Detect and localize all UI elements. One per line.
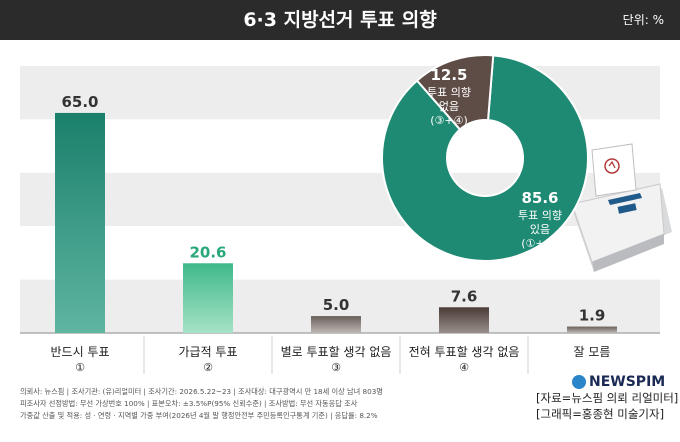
bar	[439, 307, 489, 333]
category-label: 반드시 투표	[50, 345, 109, 359]
survey-note-line: 가중값 산출 및 적용: 성 · 연령 · 지역별 가중 부여(2026년 4월…	[20, 411, 378, 420]
logo-mark-icon	[572, 375, 586, 389]
category-label: 별로 투표할 생각 없음	[281, 345, 392, 359]
bar	[567, 326, 617, 333]
bar-value-label: 1.9	[579, 307, 606, 325]
survey-notes: 의뢰사: 뉴스핌 | 조사기관: (유)리얼미터 | 조사기간: 2026.5.…	[20, 386, 460, 422]
donut-slice-label: 없음	[439, 100, 459, 113]
category-label: 잘 모름	[574, 345, 611, 359]
category-marker: ③	[331, 361, 341, 374]
bar	[55, 112, 105, 333]
survey-note-line: 피조사자 선정방법: 무선 가상번호 100% | 표본오차: ±3.5%P(9…	[20, 399, 358, 408]
ballot-box-illustration	[571, 143, 672, 272]
bar	[311, 316, 361, 333]
grid-band	[20, 226, 660, 280]
donut-slice	[415, 54, 495, 131]
donut-slice	[381, 54, 589, 262]
graphic-credit: [그래픽=홍종현 미술기자]	[536, 407, 665, 421]
donut-slice-label: (①+②)	[521, 237, 559, 250]
chart-title: 6·3 지방선거 투표 의향	[243, 9, 437, 31]
category-marker: ④	[459, 361, 469, 374]
survey-note-line: 의뢰사: 뉴스핌 | 조사기관: (유)리얼미터 | 조사기간: 2026.5.…	[20, 387, 383, 396]
category-marker: ①	[75, 361, 85, 374]
newspim-logo: NEWSPIM	[536, 374, 676, 390]
donut-value-label: 12.5	[430, 66, 467, 84]
donut-value-label: 85.6	[521, 189, 558, 207]
donut-slice-label: 투표 의향	[427, 86, 471, 99]
header-bar: 6·3 지방선거 투표 의향 단위: %	[0, 0, 680, 40]
category-label: 가급적 투표	[178, 345, 237, 359]
unit-label: 단위: %	[622, 13, 664, 27]
category-marker: ②	[203, 361, 213, 374]
donut-slice-label: 투표 의향	[518, 209, 562, 222]
brand-name: NEWSPIM	[589, 374, 666, 390]
source-credit: [자료=뉴스핌 의뢰 리얼미터]	[536, 391, 679, 405]
bar-value-label: 5.0	[323, 296, 350, 314]
bar	[183, 263, 233, 333]
donut-slice-label: (③+④)	[430, 114, 468, 127]
bar-value-label: 7.6	[451, 287, 478, 305]
category-label: 전혀 투표할 생각 없음	[409, 345, 520, 359]
chart-canvas: 65.0 20.6 5.0 7.6 1.9 반드시 투표 ① 가급적 투표 ② 별로 투표할 생…	[20, 54, 672, 374]
bar-value-label: 65.0	[61, 93, 98, 111]
bar-value-label: 20.6	[189, 243, 226, 261]
donut-slice-label: 있음	[530, 223, 550, 236]
brand-block: NEWSPIM [자료=뉴스핌 의뢰 리얼미터] [그래픽=홍종현 미술기자]	[536, 374, 679, 422]
